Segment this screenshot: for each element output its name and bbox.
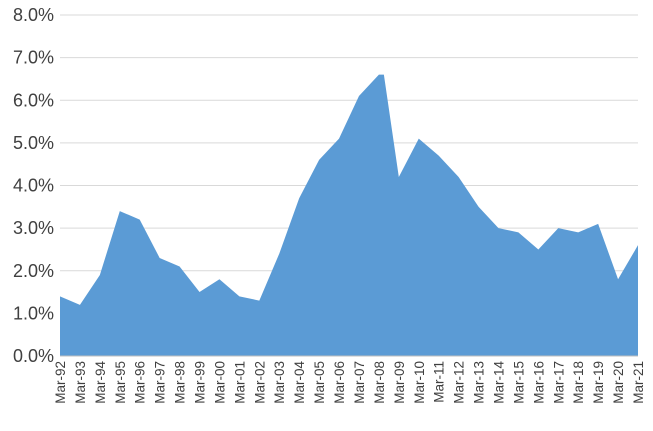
x-tick-label: Mar-17: [551, 361, 566, 404]
x-tick: Mar-95: [113, 361, 128, 404]
x-tick-label: Mar-12: [452, 361, 467, 404]
x-tick-label: Mar-11: [432, 361, 447, 403]
x-tick: Mar-03: [272, 361, 287, 404]
x-axis-tick-labels: Mar-92 Mar-93 Mar-94 Mar-95 Mar-96 Mar-97 Mar-…: [53, 361, 646, 404]
x-tick: Mar-16: [531, 361, 546, 404]
x-tick: Mar-19: [591, 361, 606, 404]
x-tick-label: Mar-93: [73, 361, 88, 404]
x-tick: Mar-08: [372, 361, 387, 404]
series-area-0: [60, 74, 638, 357]
x-tick: Mar-96: [133, 361, 148, 404]
x-tick: Mar-07: [352, 361, 367, 404]
x-tick: Mar-10: [412, 361, 427, 404]
x-tick-label: Mar-05: [312, 361, 327, 404]
x-tick-label: Mar-92: [53, 361, 68, 404]
x-tick: Mar-99: [193, 361, 208, 404]
x-tick: Mar-09: [392, 361, 407, 404]
x-tick-label: Mar-02: [252, 361, 267, 404]
x-tick: Mar-93: [73, 361, 88, 404]
x-tick: Mar-04: [292, 361, 307, 404]
x-tick-label: Mar-00: [212, 361, 227, 404]
y-tick-label: 4.0%: [13, 176, 54, 196]
x-tick-label: Mar-20: [611, 361, 626, 404]
x-tick: Mar-17: [551, 361, 566, 404]
x-tick: Mar-18: [571, 361, 586, 404]
x-tick-label: Mar-13: [472, 361, 487, 404]
x-tick-label: Mar-16: [531, 361, 546, 404]
y-tick-label: 8.0%: [13, 5, 54, 25]
x-tick-label: Mar-94: [93, 361, 108, 404]
x-tick: Mar-21: [631, 361, 646, 404]
x-tick: Mar-01: [232, 361, 247, 404]
x-tick: Mar-13: [472, 361, 487, 404]
x-tick: Mar-92: [53, 361, 68, 404]
x-tick: Mar-15: [511, 361, 526, 404]
series-area-group: [60, 74, 638, 357]
y-tick-label: 5.0%: [13, 133, 54, 153]
x-tick-label: Mar-14: [491, 361, 506, 404]
x-tick: Mar-06: [332, 361, 347, 404]
y-axis-tick-labels: 0.0% 1.0% 2.0% 3.0% 4.0% 5.0% 6.0% 7.0% 8.0%: [13, 5, 54, 366]
y-tick-label: 2.0%: [13, 261, 54, 281]
x-tick-label: Mar-10: [412, 361, 427, 404]
x-tick-label: Mar-09: [392, 361, 407, 404]
x-tick: Mar-98: [173, 361, 188, 404]
y-tick-label: 0.0%: [13, 346, 54, 366]
x-tick: Mar-94: [93, 361, 108, 404]
x-tick-label: Mar-96: [133, 361, 148, 404]
x-tick-label: Mar-97: [153, 361, 168, 404]
x-tick-label: Mar-15: [511, 361, 526, 404]
x-tick-label: Mar-01: [232, 361, 247, 404]
x-tick-label: Mar-18: [571, 361, 586, 404]
y-tick-label: 6.0%: [13, 90, 54, 110]
x-tick: Mar-12: [452, 361, 467, 404]
x-tick: Mar-20: [611, 361, 626, 404]
x-tick: Mar-14: [491, 361, 506, 404]
y-tick-label: 7.0%: [13, 48, 54, 68]
x-tick-label: Mar-98: [173, 361, 188, 404]
x-tick: Mar-05: [312, 361, 327, 404]
x-tick-label: Mar-04: [292, 361, 307, 404]
y-tick-label: 3.0%: [13, 218, 54, 238]
x-tick-label: Mar-21: [631, 361, 646, 404]
x-tick-label: Mar-99: [193, 361, 208, 404]
x-tick-label: Mar-08: [372, 361, 387, 404]
y-tick-label: 1.0%: [13, 303, 54, 323]
x-tick-label: Mar-19: [591, 361, 606, 404]
x-tick: Mar-97: [153, 361, 168, 404]
x-tick-label: Mar-03: [272, 361, 287, 404]
x-tick-label: Mar-07: [352, 361, 367, 404]
x-tick: Mar-02: [252, 361, 267, 404]
x-tick: Mar-11: [432, 361, 447, 403]
x-tick: Mar-00: [212, 361, 227, 404]
x-tick-label: Mar-06: [332, 361, 347, 404]
x-tick-label: Mar-95: [113, 361, 128, 404]
